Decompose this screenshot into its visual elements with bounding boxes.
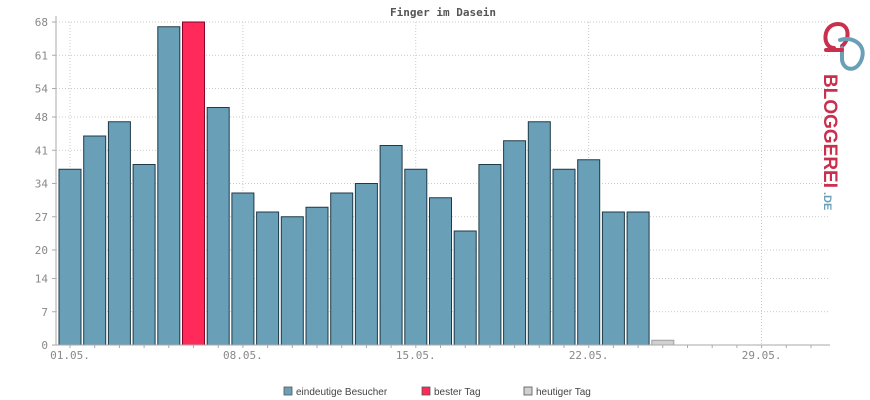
y-tick-label: 41 bbox=[35, 144, 48, 157]
bar bbox=[379, 145, 403, 346]
logo-mark-icon bbox=[823, 21, 865, 71]
bar bbox=[157, 26, 181, 346]
bar bbox=[330, 192, 354, 346]
bar bbox=[280, 216, 304, 346]
x-tick-label: 08.05. bbox=[223, 349, 263, 362]
bar bbox=[256, 211, 280, 346]
bars bbox=[58, 21, 675, 346]
bar bbox=[527, 121, 551, 346]
bar bbox=[577, 159, 601, 346]
x-tick-label: 22.05. bbox=[569, 349, 609, 362]
bar-best-day bbox=[182, 21, 205, 346]
bar bbox=[429, 197, 452, 346]
y-tick-label: 7 bbox=[41, 306, 48, 319]
legend-label: eindeutige Besucher bbox=[296, 387, 388, 398]
y-tick-label: 34 bbox=[35, 178, 49, 191]
bar-today bbox=[651, 339, 675, 346]
chart-title: Finger im Dasein bbox=[390, 6, 496, 19]
bar bbox=[478, 164, 502, 346]
legend-swatch bbox=[421, 386, 431, 396]
bar bbox=[503, 140, 527, 346]
bar bbox=[601, 211, 625, 346]
x-tick-label: 29.05. bbox=[742, 349, 782, 362]
y-tick-label: 0 bbox=[41, 339, 48, 352]
logo-text-suffix: .DE bbox=[821, 192, 833, 210]
bar bbox=[83, 135, 107, 346]
bloggerei-logo[interactable]: BLOGGEREI .DE bbox=[819, 21, 865, 210]
y-tick-label: 48 bbox=[35, 111, 48, 124]
legend-swatch bbox=[283, 386, 293, 396]
legend: eindeutige Besucher bester Tag heutiger Ta… bbox=[283, 386, 591, 398]
legend-label: bester Tag bbox=[434, 387, 481, 398]
y-tick-label: 20 bbox=[35, 244, 48, 257]
bar bbox=[58, 168, 82, 346]
bar bbox=[107, 121, 131, 346]
bar bbox=[552, 168, 576, 346]
y-tick-label: 68 bbox=[35, 16, 48, 29]
x-tick-label: 01.05. bbox=[50, 349, 90, 362]
y-tick-label: 14 bbox=[35, 273, 49, 286]
legend-swatch bbox=[523, 386, 533, 396]
y-tick-label: 54 bbox=[35, 83, 49, 96]
bar bbox=[206, 107, 230, 346]
bar bbox=[354, 183, 378, 346]
bar bbox=[404, 168, 428, 346]
bar bbox=[305, 206, 329, 346]
logo-text-main: BLOGGEREI bbox=[819, 74, 840, 188]
bar bbox=[453, 230, 477, 346]
legend-label: heutiger Tag bbox=[536, 387, 591, 398]
y-tick-label: 27 bbox=[35, 211, 48, 224]
bar bbox=[626, 211, 650, 346]
bar bbox=[132, 164, 156, 346]
x-tick-label: 15.05. bbox=[396, 349, 436, 362]
bar bbox=[231, 192, 255, 346]
axes: 0 7 14 20 27 34 41 48 54 61 68 01.05. 08.05. 15.05. 22… bbox=[35, 16, 830, 362]
y-tick-label: 61 bbox=[35, 49, 48, 62]
